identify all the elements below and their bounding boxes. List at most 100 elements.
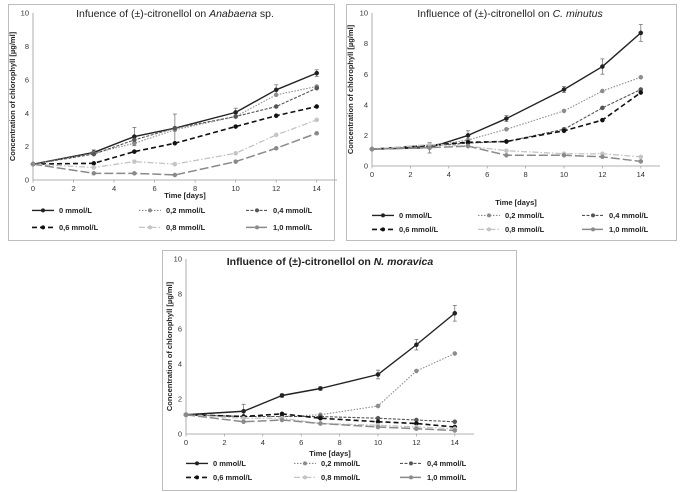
y-tick-label: 6 [364, 70, 368, 79]
y-tick-label: 2 [25, 142, 29, 151]
data-point-series-2 [375, 403, 381, 409]
legend-label: 1,0 mmol/L [273, 223, 313, 232]
y-tick-label: 0 [364, 162, 368, 171]
data-point-series-1 [241, 408, 246, 414]
chart-title-part: N. moravica [374, 256, 434, 268]
data-point-series-6 [504, 152, 509, 158]
legend-swatch-marker [381, 227, 385, 232]
data-point-series-3 [132, 137, 137, 143]
legend-label: 0 mmol/L [59, 206, 92, 215]
chart-title: Infuence of (±)-citronellol on Anabaena … [76, 8, 274, 20]
legend-swatch-marker [303, 475, 307, 480]
data-point-series-1 [273, 87, 279, 93]
data-point-series-4 [233, 124, 238, 129]
legend-label: 0 mmol/L [213, 459, 246, 468]
x-axis-label: Time [days] [495, 198, 537, 207]
data-point-series-6 [91, 171, 97, 176]
x-tick-label: 12 [598, 170, 606, 179]
data-point-series-6 [465, 143, 471, 149]
legend-label: 0,4 mmol/L [609, 211, 649, 220]
x-axis-label: Time [days] [164, 191, 206, 200]
data-point-series-4 [600, 117, 605, 123]
data-point-series-1 [504, 116, 509, 121]
data-point-series-3 [314, 85, 320, 91]
legend-label: 0,2 mmol/L [321, 459, 361, 468]
y-tick-label: 2 [364, 131, 368, 140]
data-point-series-4 [132, 149, 137, 154]
data-point-series-6 [561, 152, 567, 158]
x-tick-label: 2 [71, 184, 75, 193]
y-tick-label: 10 [174, 255, 182, 264]
chart-border [162, 250, 517, 491]
y-tick-label: 8 [178, 290, 182, 299]
chart-title-part: Infuence of (±)-citronellol on [76, 8, 209, 20]
data-point-series-6 [241, 419, 246, 425]
data-point-series-6 [132, 171, 137, 176]
legend-label: 0,8 mmol/L [505, 225, 545, 234]
y-tick-label: 0 [178, 430, 182, 439]
legend-swatch-marker [303, 461, 307, 466]
data-point-series-6 [369, 146, 375, 152]
x-tick-label: 14 [637, 170, 645, 179]
data-point-series-4 [638, 90, 644, 95]
legend-swatch-marker [255, 208, 259, 213]
data-point-series-6 [427, 145, 432, 150]
y-tick-label: 4 [364, 100, 368, 109]
legend-label: 1,0 mmol/L [427, 473, 467, 482]
x-tick-label: 10 [231, 184, 239, 193]
legend-swatch-marker [381, 213, 385, 218]
chart-panel-3: Influence of (±)-citronellol on N. morav… [162, 250, 517, 491]
chart-title-part: Anabaena [208, 8, 257, 20]
x-tick-label: 6 [153, 184, 157, 193]
x-tick-label: 0 [370, 170, 374, 179]
x-tick-label: 4 [261, 438, 265, 447]
legend-label: 0,6 mmol/L [399, 225, 439, 234]
legend-label: 0 mmol/L [399, 211, 432, 220]
y-tick-label: 8 [364, 39, 368, 48]
y-tick-label: 10 [360, 9, 368, 18]
data-point-series-1 [465, 133, 471, 138]
data-point-series-3 [452, 419, 458, 425]
y-tick-label: 6 [25, 75, 29, 84]
legend-swatch-marker [591, 227, 595, 232]
x-axis-label: Time [days] [309, 449, 351, 458]
x-tick-label: 12 [412, 438, 420, 447]
legend-swatch-marker [148, 225, 152, 230]
data-point-series-3 [91, 151, 97, 157]
data-point-series-6 [279, 417, 285, 423]
data-point-series-4 [561, 128, 567, 134]
x-tick-label: 12 [272, 184, 280, 193]
x-tick-label: 2 [222, 438, 226, 447]
chart-title-part: C. minutus [553, 8, 604, 20]
data-point-series-4 [279, 411, 285, 417]
legend-label: 0,8 mmol/L [166, 223, 206, 232]
data-point-series-5 [504, 148, 509, 153]
legend-swatch-marker [195, 475, 199, 480]
x-tick-label: 4 [112, 184, 116, 193]
data-point-series-1 [318, 386, 323, 391]
data-point-series-6 [233, 159, 238, 164]
data-point-series-1 [375, 372, 381, 377]
data-point-series-2 [561, 108, 567, 114]
legend-swatch-marker [255, 225, 259, 230]
chart-title: Influence of (±)-citronellol on N. morav… [227, 256, 434, 268]
y-tick-label: 0 [25, 176, 29, 185]
data-point-series-6 [638, 159, 644, 164]
data-point-series-1 [233, 110, 238, 115]
y-tick-label: 2 [178, 395, 182, 404]
x-tick-label: 10 [374, 438, 382, 447]
legend-label: 1,0 mmol/L [609, 225, 649, 234]
y-tick-label: 8 [25, 42, 29, 51]
data-point-series-2 [273, 92, 279, 98]
chart-title-part: Influence of (±)-citronellol on [227, 256, 374, 268]
legend-label: 0,6 mmol/L [213, 473, 253, 482]
x-tick-label: 10 [560, 170, 568, 179]
data-point-series-1 [279, 393, 285, 398]
data-point-series-5 [233, 150, 238, 156]
chart-panel-2: Influence of (±)-citronellol on C. minut… [346, 4, 677, 241]
data-point-series-4 [504, 139, 509, 144]
data-point-series-6 [273, 145, 279, 151]
data-point-series-4 [91, 160, 97, 166]
data-point-series-1 [561, 87, 567, 92]
data-point-series-6 [375, 424, 381, 430]
